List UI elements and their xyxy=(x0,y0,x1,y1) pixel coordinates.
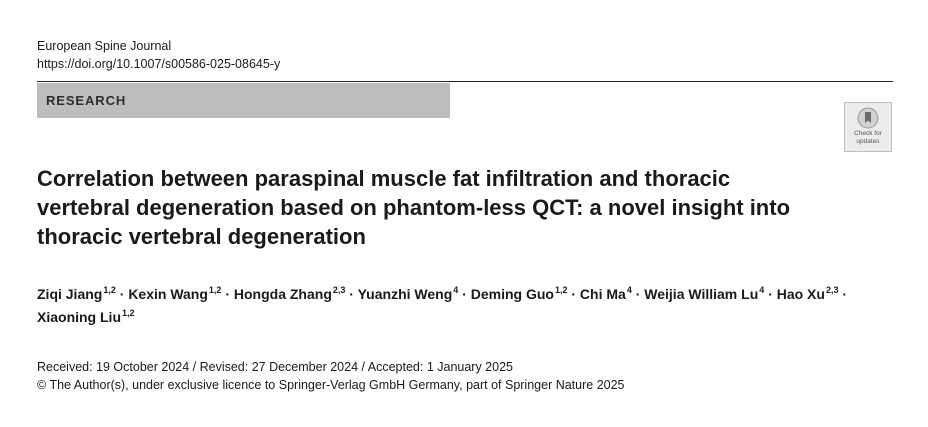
author-name-text: Hao Xu xyxy=(776,286,825,302)
author-affiliation: 4 xyxy=(626,285,632,295)
author-name-text: Deming Guo xyxy=(470,286,554,302)
author-separator: · xyxy=(462,286,467,302)
author-separator: · xyxy=(842,286,848,302)
author-name[interactable]: Deming Guo1,2 xyxy=(470,285,568,303)
author-name[interactable]: Ziqi Jiang1,2 xyxy=(37,285,116,303)
author-list: Ziqi Jiang1,2 · Kexin Wang1,2 · Hongda Z… xyxy=(37,283,877,329)
author-separator: · xyxy=(225,286,230,302)
dates-line: Received: 19 October 2024 / Revised: 27 … xyxy=(37,360,513,374)
journal-name: European Spine Journal xyxy=(37,39,172,53)
author-name[interactable]: Xiaoning Liu1,2 xyxy=(37,308,135,326)
updates-label: updates xyxy=(856,138,880,145)
author-affiliation: 4 xyxy=(453,285,459,295)
journal-header: European Spine Journal https://doi.org/1… xyxy=(37,37,280,73)
author-name-text: Ziqi Jiang xyxy=(37,286,103,302)
author-separator: · xyxy=(571,286,577,302)
author-separator: · xyxy=(635,286,641,302)
author-name[interactable]: Kexin Wang1,2 xyxy=(128,285,222,303)
author-name-text: Yuanzhi Weng xyxy=(357,286,453,302)
header-divider xyxy=(37,81,893,82)
check-for-updates-badge[interactable]: Check for updates xyxy=(844,102,892,152)
author-name[interactable]: Hao Xu2,3 xyxy=(776,285,839,303)
author-affiliation: 1,2 xyxy=(122,308,135,318)
check-for-label: Check for xyxy=(854,130,882,137)
author-name-text: Chi Ma xyxy=(579,286,626,302)
section-bar: RESEARCH xyxy=(37,83,450,118)
author-affiliation: 1,2 xyxy=(103,285,116,295)
doi-link[interactable]: https://doi.org/10.1007/s00586-025-08645… xyxy=(37,57,281,71)
author-affiliation: 4 xyxy=(759,285,765,295)
author-affiliation: 1,2 xyxy=(554,285,568,295)
author-name-text: Weijia William Lu xyxy=(644,286,759,302)
copyright-line: © The Author(s), under exclusive licence… xyxy=(37,378,625,392)
author-affiliation: 2,3 xyxy=(825,285,839,295)
bookmark-icon xyxy=(857,107,879,129)
section-label: RESEARCH xyxy=(46,93,127,108)
publication-info: Received: 19 October 2024 / Revised: 27 … xyxy=(37,358,625,394)
author-name[interactable]: Weijia William Lu4 xyxy=(644,285,765,303)
author-name[interactable]: Chi Ma4 xyxy=(579,285,632,303)
author-separator: · xyxy=(349,286,354,302)
author-separator: · xyxy=(119,286,125,302)
author-name-text: Hongda Zhang xyxy=(233,286,332,302)
article-title: Correlation between paraspinal muscle fa… xyxy=(37,166,791,249)
author-name-text: Xiaoning Liu xyxy=(37,309,121,325)
author-separator: · xyxy=(768,286,773,302)
author-name[interactable]: Hongda Zhang2,3 xyxy=(233,285,346,303)
author-name[interactable]: Yuanzhi Weng4 xyxy=(357,285,459,303)
author-affiliation: 1,2 xyxy=(208,285,222,295)
author-name-text: Kexin Wang xyxy=(128,286,208,302)
author-affiliation: 2,3 xyxy=(332,285,346,295)
